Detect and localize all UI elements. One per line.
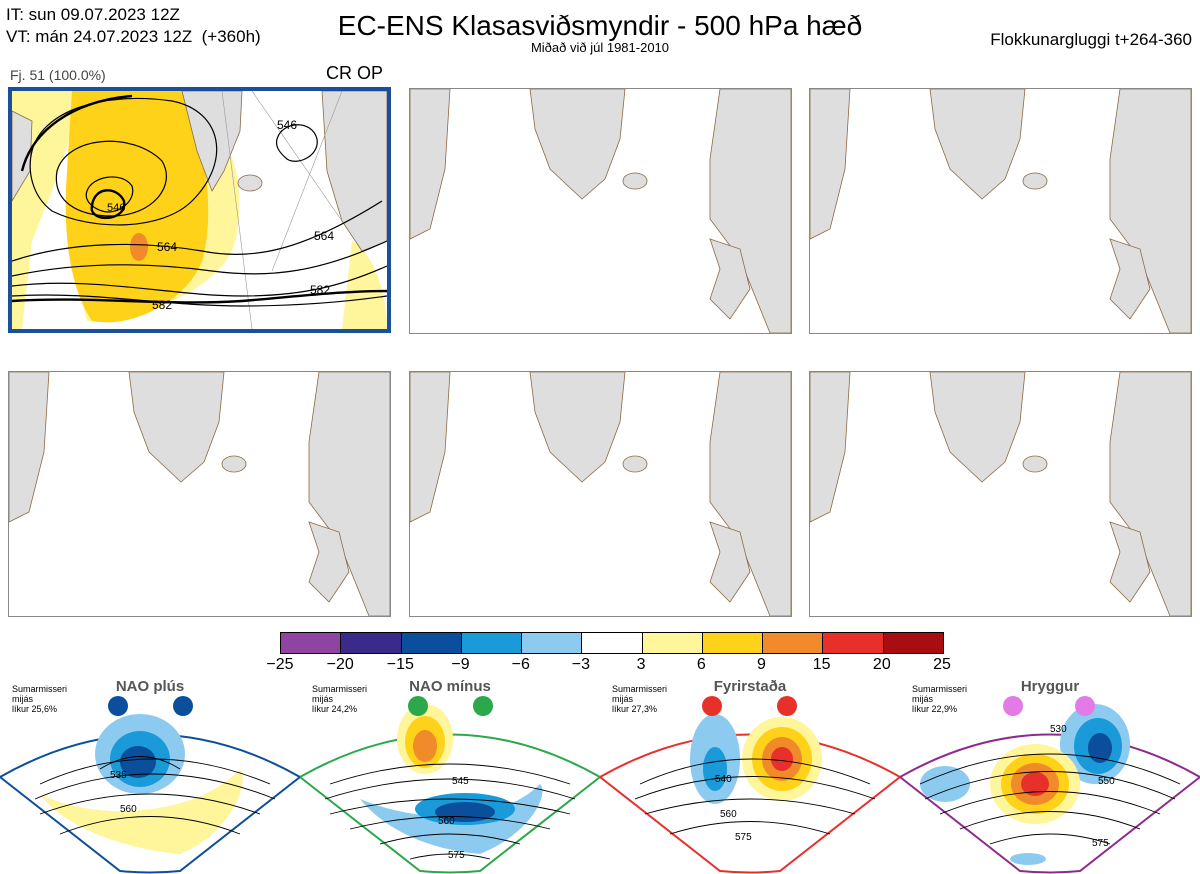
colorbar-tick: −6: [511, 656, 530, 673]
contour-label: 564: [157, 240, 177, 254]
colorbar: [280, 632, 944, 654]
contour-label: 582: [152, 298, 172, 312]
header-left: IT: sun 09.07.2023 12Z VT: mán 24.07.202…: [6, 4, 261, 48]
regime-likelihood: líkur 25,6%: [12, 704, 58, 714]
regime-season: Sumarmisseri: [912, 684, 968, 694]
regime-dot: [1075, 696, 1095, 716]
colorbar-tick: 3: [636, 656, 646, 673]
cluster-map-3: [810, 89, 1191, 333]
regime-dot: [108, 696, 128, 716]
colorbar-swatch: [642, 633, 703, 653]
cluster-map-5: [410, 372, 791, 616]
classification-window: Flokkunargluggi t+264-360: [990, 30, 1192, 49]
colorbar-tick: 6: [696, 656, 706, 673]
regime-dot: [702, 696, 722, 716]
regime-name: Fyrirstaða: [713, 678, 787, 695]
contour-label: 582: [310, 283, 330, 297]
regime-label: 560: [720, 809, 737, 820]
colorbar-swatch: [341, 633, 402, 653]
regime-info: Sumarmisseri mijás líkur 25,6%: [12, 684, 67, 714]
regime-ridge: 530 550 575 Hryggur Sumarmisseri mijás l…: [900, 674, 1200, 874]
regime-dot: [473, 696, 493, 716]
regime-likelihood: líkur 24,2%: [312, 704, 358, 714]
cluster-panel-4[interactable]: [8, 371, 391, 617]
cluster-panel-3[interactable]: [809, 88, 1192, 334]
regime-nao-minus: 545 560 575 NAO mínus Sumarmisseri mijás…: [300, 674, 600, 874]
colorbar-tick: −9: [451, 656, 470, 673]
colorbar-swatch: [522, 633, 583, 653]
cluster-map-6: [810, 372, 1191, 616]
colorbar-swatch: [582, 633, 643, 653]
valid-time: VT: mán 24.07.2023 12Z (+360h): [6, 27, 261, 46]
regime-average: mijás: [312, 694, 334, 704]
regime-info: Sumarmisseri mijás líkur 27,3%: [612, 684, 667, 714]
regime-label: 575: [448, 850, 465, 861]
cluster-panel-2[interactable]: [409, 88, 792, 334]
regime-average: mijás: [12, 694, 34, 704]
cr-op-tag: CR OP: [326, 63, 384, 83]
cluster-panel-6[interactable]: [809, 371, 1192, 617]
contour-label: 564: [314, 229, 334, 243]
colorbar-tick: 25: [933, 656, 951, 673]
colorbar-swatch: [823, 633, 884, 653]
colorbar-tick: 20: [872, 656, 891, 673]
colorbar-swatch: [702, 633, 764, 653]
colorbar-tick: 9: [757, 656, 766, 673]
colorbar-swatch: [763, 633, 824, 653]
regime-dot: [173, 696, 193, 716]
regime-name: NAO mínus: [409, 678, 491, 695]
regime-likelihood: líkur 27,3%: [612, 704, 658, 714]
regime-label: 545: [452, 776, 469, 787]
regime-average: mijás: [912, 694, 934, 704]
regime-dot: [777, 696, 797, 716]
regime-label: 535: [110, 770, 127, 781]
regime-info: Sumarmisseri mijás líkur 24,2%: [312, 684, 367, 714]
colorbar-tick: −20: [326, 656, 354, 673]
cluster-panel-5[interactable]: [409, 371, 792, 617]
regime-label: 550: [1098, 776, 1115, 787]
regime-dot: [408, 696, 428, 716]
colorbar-swatch: [883, 633, 943, 653]
regime-label: 530: [1050, 724, 1067, 735]
regime-average: mijás: [612, 694, 634, 704]
regime-season: Sumarmisseri: [612, 684, 668, 694]
regime-name: Hryggur: [1020, 678, 1080, 695]
regime-label: 575: [735, 832, 752, 843]
cluster-map-4: [9, 372, 390, 616]
regime-season: Sumarmisseri: [12, 684, 68, 694]
colorbar-swatch: [281, 633, 342, 653]
member-count: Fj. 51 (100.0%): [10, 67, 106, 83]
regime-label: 575: [1092, 838, 1109, 849]
contour-label: 546: [277, 118, 297, 132]
regime-label: 540: [715, 774, 732, 785]
cluster-panel-1[interactable]: 546 564 582 582 564 546: [8, 87, 391, 333]
colorbar-tick: 15: [812, 656, 831, 673]
regime-name: NAO plús: [115, 678, 185, 695]
regime-blocking: 540 560 575 Fyrirstaða Sumarmisseri mijá…: [600, 674, 900, 874]
issue-time: IT: sun 09.07.2023 12Z: [6, 5, 180, 24]
colorbar-swatch: [401, 633, 462, 653]
regime-season: Sumarmisseri: [312, 684, 368, 694]
regime-dot: [1003, 696, 1023, 716]
page-subtitle: Miðað við júl 1981-2010: [530, 40, 670, 55]
colorbar-tick: −25: [266, 656, 294, 673]
colorbar-tick: −3: [571, 656, 591, 673]
colorbar-ticks: −25 −20 −15 −9 −6 −3 3 6 9 15 20 25: [262, 656, 962, 674]
regime-label: 560: [438, 816, 455, 827]
colorbar-tick: −15: [386, 656, 414, 673]
cluster-map-2: [410, 89, 791, 333]
colorbar-swatch: [461, 633, 523, 653]
contour-label: 546: [107, 202, 125, 214]
regime-info: Sumarmisseri mijás líkur 22,9%: [912, 684, 967, 714]
cluster-map-1: 546 564 582 582 564 546: [12, 91, 387, 329]
page-title: EC-ENS Klasasviðsmyndir - 500 hPa hæð: [337, 10, 863, 41]
regime-label: 560: [120, 804, 137, 815]
regime-nao-plus: 535 560 NAO plús Sumarmisseri mijás líku…: [0, 674, 300, 874]
regime-likelihood: líkur 22,9%: [912, 704, 958, 714]
